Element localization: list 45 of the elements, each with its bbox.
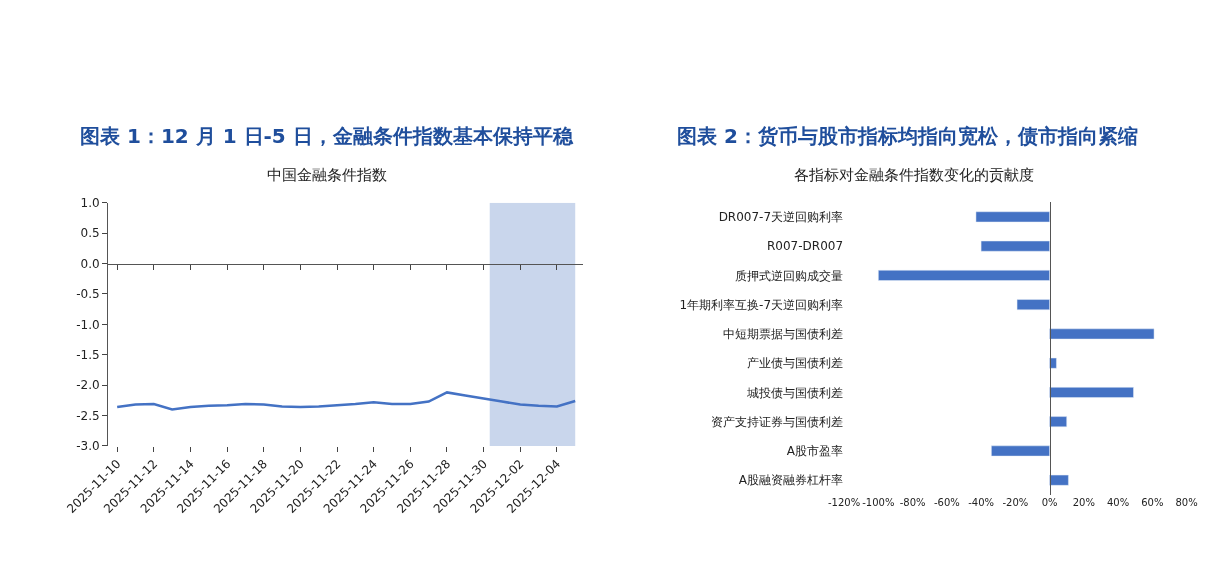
y-tick-label: -0.5 (76, 287, 100, 302)
chart-subtitle: 中国金融条件指数 (267, 166, 387, 184)
y-tick-label: -2.5 (76, 408, 100, 423)
chart-title: 图表 2：货币与股市指标均指向宽松，债市指向紧缩 (677, 124, 1138, 148)
x-tick-label: 0% (1041, 496, 1058, 508)
x-tick-label: 80% (1175, 496, 1198, 508)
bar (1049, 474, 1069, 486)
y-tick-label: -1.0 (76, 317, 100, 332)
y-tick-label: R007-DR007 (767, 239, 844, 254)
bar (1049, 387, 1134, 398)
y-tick-label: A股融资融券杠杆率 (738, 473, 844, 488)
bar (878, 270, 1050, 281)
bar (1049, 328, 1155, 340)
line-series (115, 391, 577, 411)
y-tick-label: 产业债与国债利差 (747, 356, 844, 371)
bar (1016, 299, 1050, 311)
y-tick-label: 1年期利率互换-7天逆回购利率 (679, 297, 844, 312)
y-tick-label: -2.0 (76, 378, 100, 393)
chart-title: 图表 1：12 月 1 日-5 日，金融条件指数基本保持平稳 (80, 124, 574, 148)
bar (975, 211, 1050, 223)
bar (980, 240, 1050, 252)
x-tick-label: -20% (1002, 496, 1029, 508)
y-tick-label: 质押式逆回购成交量 (735, 268, 844, 283)
bar (1049, 357, 1057, 369)
y-tick-label: 0.0 (80, 256, 100, 271)
x-tick-label: -60% (933, 496, 960, 508)
x-tick-label: 20% (1072, 496, 1095, 508)
bar (1049, 416, 1067, 428)
y-tick-label: 城投债与国债利差 (746, 385, 844, 400)
y-tick-label: 中短期票据与国债利差 (723, 327, 844, 342)
x-tick-label: -40% (968, 496, 995, 508)
bar (991, 445, 1050, 457)
y-tick-label: DR007-7天逆回购利率 (718, 210, 844, 225)
y-tick-label: -3.0 (76, 439, 100, 454)
y-tick-label: A股市盈率 (786, 444, 844, 459)
x-tick-label: -100% (862, 496, 895, 508)
y-tick-label: 资产支持证券与国债利差 (711, 414, 844, 429)
y-tick-label: -1.5 (76, 347, 100, 362)
chart-subtitle: 各指标对金融条件指数变化的贡献度 (794, 166, 1034, 184)
x-tick-label: 40% (1106, 496, 1130, 508)
x-tick-label: 60% (1141, 496, 1164, 508)
x-tick-label: -120% (827, 496, 861, 508)
x-tick-label: -80% (899, 496, 926, 508)
y-tick-label: 1.0 (80, 196, 100, 210)
y-tick-label: 0.5 (80, 226, 100, 241)
